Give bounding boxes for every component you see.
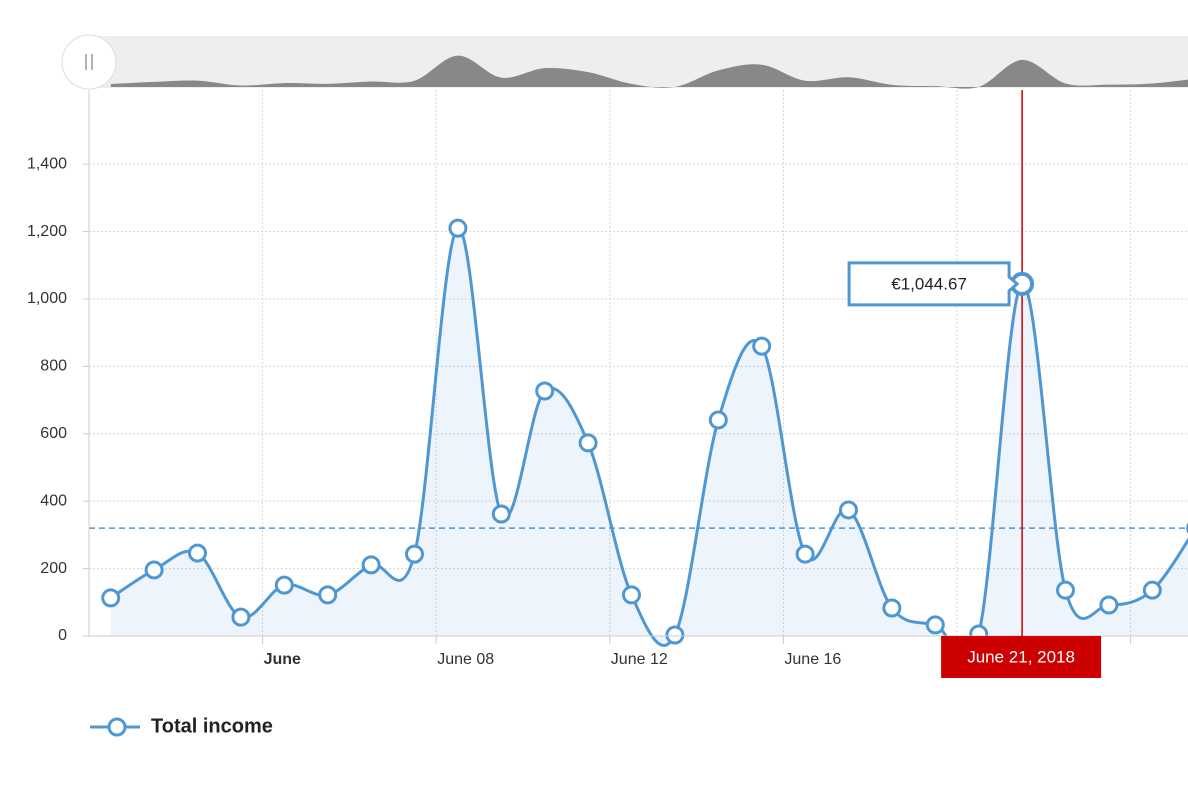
x-tick-label: June 08 — [437, 651, 494, 668]
point[interactable] — [578, 433, 598, 453]
area — [110, 228, 1188, 658]
point[interactable] — [882, 598, 902, 618]
cursor-label-box — [941, 636, 1102, 678]
point[interactable] — [1056, 580, 1075, 600]
cursor-label: June 21, 2018 — [967, 647, 1075, 666]
point[interactable] — [622, 585, 641, 605]
x-tick-label: June 12 — [611, 651, 668, 668]
y-tick-label: 200 — [40, 560, 67, 577]
point[interactable] — [101, 588, 121, 608]
point[interactable] — [231, 607, 251, 627]
point[interactable] — [448, 218, 468, 238]
point[interactable] — [144, 560, 164, 580]
point[interactable] — [665, 625, 685, 645]
point[interactable] — [708, 410, 728, 430]
preview-area — [110, 55, 1188, 89]
legend-marker — [107, 717, 127, 737]
legend-label[interactable]: Total income — [151, 715, 273, 737]
point[interactable] — [535, 381, 555, 401]
x-tick-label: June 16 — [784, 651, 841, 668]
y-tick-label: 1,400 — [27, 155, 67, 172]
scrollbar-preview — [110, 55, 1188, 89]
plot — [89, 218, 1188, 660]
point[interactable] — [318, 585, 338, 605]
point[interactable] — [1099, 595, 1119, 615]
point[interactable] — [491, 504, 511, 524]
point[interactable] — [839, 500, 858, 520]
point[interactable] — [361, 555, 381, 575]
point[interactable] — [925, 615, 945, 635]
point[interactable] — [795, 544, 815, 564]
y-tick-label: 800 — [40, 358, 67, 375]
tooltip-text: €1,044.67 — [891, 274, 967, 293]
x-tick-label: June — [264, 651, 301, 668]
y-tick-label: 600 — [40, 425, 67, 442]
y-tick-label: 1,000 — [27, 290, 67, 307]
y-tick-label: 400 — [40, 492, 67, 509]
point[interactable] — [752, 336, 772, 356]
tooltip-box — [847, 261, 1020, 307]
grip-circle[interactable] — [61, 34, 117, 90]
point[interactable] — [274, 575, 294, 595]
y-tick-label: 0 — [58, 627, 67, 644]
point[interactable] — [188, 543, 207, 563]
y-tick-label: 1,200 — [27, 223, 67, 240]
scrollbar-grip[interactable] — [61, 34, 117, 90]
point[interactable] — [405, 544, 424, 564]
overlay: June 21, 2018 €1,044.67 Total income — [90, 90, 1102, 737]
point[interactable] — [1142, 580, 1162, 600]
